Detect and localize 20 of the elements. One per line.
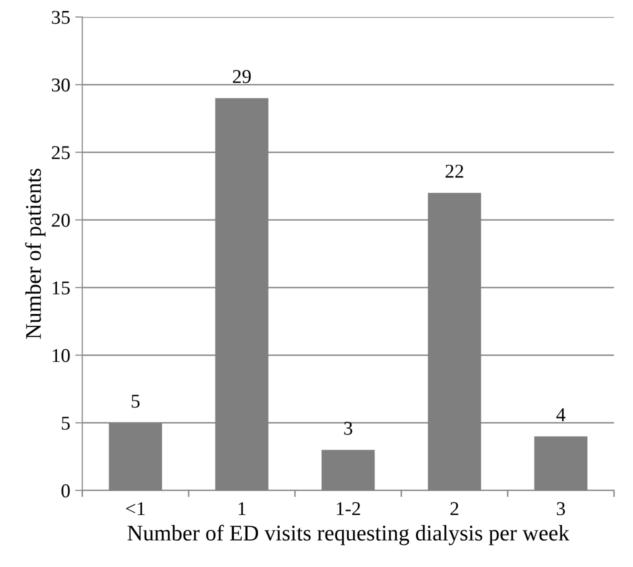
data-label: 22 xyxy=(446,164,464,178)
data-label: 5 xyxy=(132,394,140,408)
x-tick-label: 3 xyxy=(556,502,565,516)
y-tick-label: 10 xyxy=(52,349,70,362)
y-tick-label: 15 xyxy=(52,281,70,294)
x-tick-label: 1 xyxy=(238,502,246,516)
x-tick-label: 2 xyxy=(450,502,458,516)
y-tick-label: 30 xyxy=(52,78,70,92)
y-tick-label: 20 xyxy=(52,214,70,227)
x-tick-label: 1-2 xyxy=(336,502,360,516)
x-tick-label: <1 xyxy=(126,502,145,516)
x-axis-title: Number of ED visits requesting dialysis per week xyxy=(128,524,570,546)
y-axis-title: Number of patients xyxy=(25,168,46,339)
data-label: 3 xyxy=(344,422,352,435)
data-label: 29 xyxy=(232,70,251,84)
data-label: 4 xyxy=(556,408,566,422)
y-tick-label: 0 xyxy=(62,484,70,498)
y-tick-label: 35 xyxy=(52,10,70,24)
y-tick-label: 5 xyxy=(62,416,70,430)
y-tick-label: 25 xyxy=(52,146,70,160)
